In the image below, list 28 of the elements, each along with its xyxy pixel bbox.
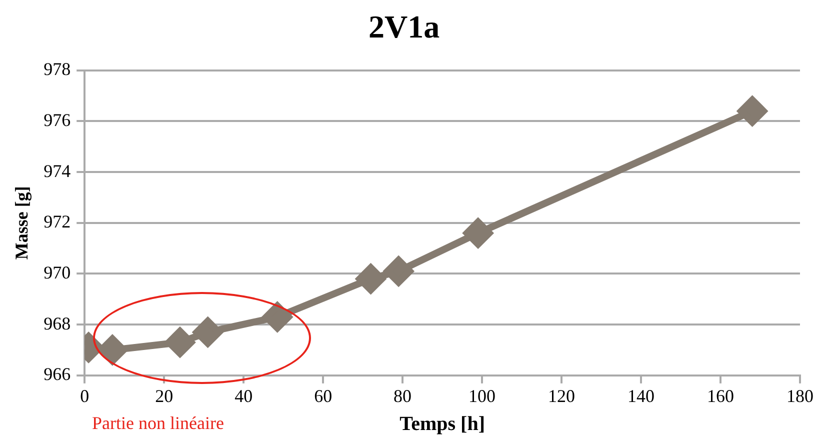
point [384, 256, 414, 286]
y-axis-title: Masse [g] [11, 186, 32, 260]
x-tick-label: 0 [80, 386, 90, 406]
y-tick-label: 974 [44, 160, 71, 181]
x-tick-label: 100 [468, 386, 496, 406]
point [356, 264, 386, 294]
x-axis-title: Temps [h] [400, 413, 485, 436]
x-tick-label: 160 [707, 386, 734, 406]
x-tick-label: 80 [394, 386, 412, 406]
point [193, 318, 222, 347]
x-tick-label: 140 [628, 386, 655, 406]
y-tick-label: 966 [44, 364, 71, 384]
text: Partie non linéaire [92, 413, 224, 434]
x-tick-label: 180 [786, 386, 814, 406]
x-tick-label: 20 [155, 386, 174, 406]
y-tick-label: 972 [44, 212, 71, 232]
x-tick-label: 120 [548, 386, 576, 406]
x-tick-label: 60 [314, 386, 332, 406]
point [165, 328, 194, 357]
y-tick-label: 978 [44, 59, 71, 80]
y-tick-label: 976 [44, 110, 71, 130]
point [262, 302, 292, 332]
y-tick-label: 968 [44, 313, 71, 334]
y-tick-label: 970 [44, 262, 71, 282]
point [738, 96, 767, 126]
point [464, 218, 493, 248]
x-tick-label: 40 [234, 386, 253, 406]
chart-title: 2V1a [368, 8, 440, 44]
